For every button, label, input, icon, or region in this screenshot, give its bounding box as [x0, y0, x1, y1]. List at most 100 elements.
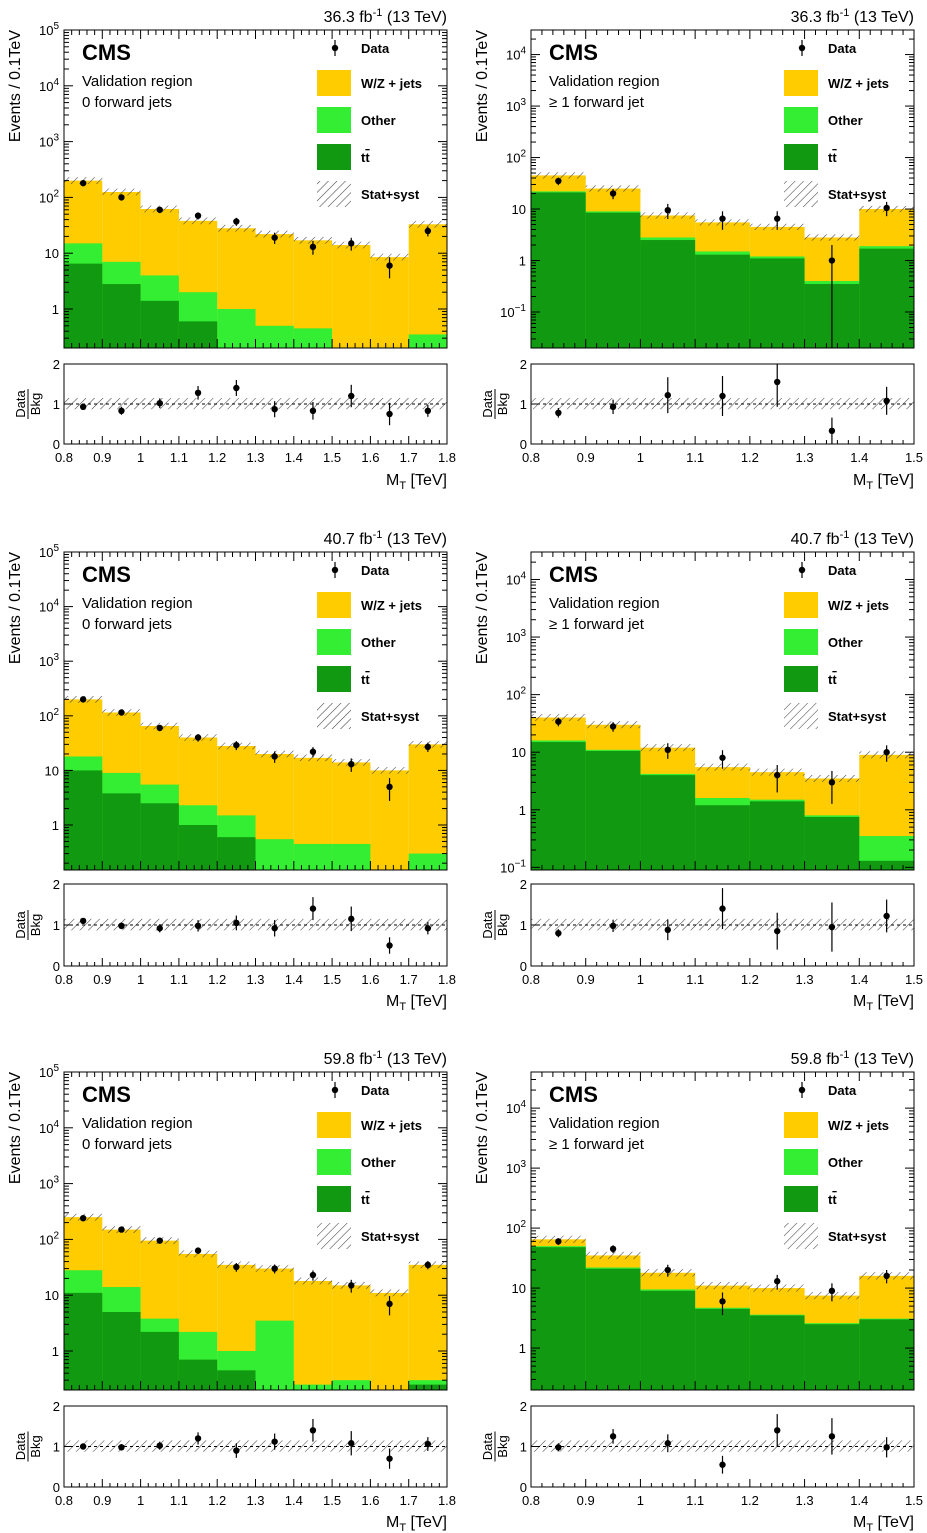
legend-swatch-other: [784, 629, 818, 655]
x-tick-label: 1: [137, 1493, 144, 1508]
data-point: [386, 262, 393, 269]
legend-swatch-wz: [317, 592, 351, 618]
x-tick-label: 1.7: [400, 1493, 418, 1508]
legend-data: Data: [798, 40, 857, 56]
ratio-point: [271, 925, 278, 932]
ttbar-bar: [859, 1319, 914, 1390]
x-tick-label: 0.9: [577, 450, 595, 465]
x-tick-label: 1.3: [796, 450, 814, 465]
ttbar-bar: [859, 860, 914, 870]
stat-syst-band: [370, 253, 409, 261]
y-axis-title: Events / 0.1TeV: [474, 30, 491, 142]
x-tick-label: 0.9: [577, 972, 595, 987]
region-label: Validation region: [549, 1115, 660, 1132]
legend-swatch-wz: [784, 1112, 818, 1138]
ratio-point: [194, 1435, 202, 1442]
legend-label-wz: W/Z + jets: [361, 1118, 422, 1133]
ratio-y-title: Data Bkg: [13, 389, 43, 419]
ratio-point: [233, 384, 240, 392]
data-point: [883, 204, 890, 212]
ratio-y-tick-label: 0: [53, 959, 60, 974]
data-point: [774, 1278, 781, 1285]
stat-syst-band: [695, 1281, 750, 1290]
data-point: [118, 709, 125, 716]
legend-swatch-wz: [317, 1112, 351, 1138]
ttbar-bar: [102, 1311, 141, 1390]
ratio-y-tick-label: 2: [520, 357, 527, 372]
ratio-y-tick-label: 1: [520, 1440, 527, 1455]
legend-data-marker: [331, 44, 339, 52]
ratio-denominator: Bkg: [495, 1435, 510, 1457]
ttbar-bar: [640, 775, 696, 870]
ratio-band: [64, 918, 447, 931]
legend-swatch-stat: [317, 703, 351, 729]
stat-syst-band: [293, 1277, 333, 1285]
data-point: [386, 1300, 393, 1308]
legend-swatch-tt: [317, 666, 351, 692]
ratio-point: [386, 1455, 393, 1462]
legend-data-label: Data: [361, 41, 390, 56]
legend-label-stat: Stat+syst: [361, 187, 420, 202]
ratio-point: [664, 392, 671, 399]
ratio-point: [233, 919, 240, 927]
x-tick-label: 1.3: [246, 1493, 264, 1508]
data-point: [233, 741, 240, 749]
ratio-point: [233, 1447, 240, 1454]
ratio-y-tick-label: 1: [53, 1440, 60, 1455]
legend-data-marker: [798, 1086, 806, 1094]
y-tick-label: 1: [52, 818, 59, 833]
legend-data-marker: [798, 566, 806, 574]
ratio-point: [424, 925, 432, 932]
legend-label-stat: Stat+syst: [361, 709, 420, 724]
data-point: [156, 724, 163, 732]
ratio-point: [828, 1433, 836, 1440]
x-tick-label: 0.8: [55, 972, 73, 987]
legend-label-other: Other: [828, 113, 863, 128]
x-tick-label: 1.5: [323, 972, 341, 987]
legend-label-wz: W/Z + jets: [361, 598, 422, 613]
legend-swatch-tt: [784, 144, 818, 170]
ratio-point: [79, 917, 87, 925]
y-tick-label: 102: [506, 686, 526, 703]
ttbar-bar: [140, 1331, 179, 1390]
ratio-point: [386, 410, 393, 418]
data-point: [774, 215, 781, 222]
data-point: [348, 760, 355, 768]
legend-swatch-other: [317, 107, 351, 133]
ratio-y-tick-label: 0: [520, 959, 527, 974]
ratio-y-tick-label: 1: [520, 918, 527, 933]
ratio-point: [79, 1443, 87, 1450]
legend-swatch-tt: [784, 1186, 818, 1212]
legend-label-wz: W/Z + jets: [361, 76, 422, 91]
stat-syst-band: [293, 754, 333, 762]
ttbar-bar: [178, 825, 218, 870]
data-point: [194, 212, 202, 219]
y-tick-label: 105: [39, 543, 59, 560]
legend-data-marker: [331, 1086, 339, 1094]
category-label: 0 forward jets: [82, 1136, 172, 1153]
region-label: Validation region: [549, 73, 660, 90]
ttbar-bar: [585, 750, 641, 870]
x-tick-label: 0.8: [55, 1493, 73, 1508]
legend-data-label: Data: [828, 1083, 857, 1098]
x-tick-label: 1.3: [796, 1493, 814, 1508]
ratio-y-tick-label: 1: [53, 918, 60, 933]
ttbar-bar: [585, 212, 641, 348]
cms-label: CMS: [82, 562, 131, 587]
stat-syst-band: [531, 172, 586, 179]
ratio-point: [719, 392, 726, 400]
ratio-point: [156, 400, 163, 407]
ratio-point: [309, 407, 317, 414]
ratio-point: [883, 1444, 890, 1451]
x-tick-label: 1.5: [905, 450, 923, 465]
legend-data-label: Data: [828, 41, 857, 56]
ratio-denominator: Bkg: [28, 1435, 43, 1457]
stat-syst-band: [293, 236, 333, 244]
y-axis-title: Events / 0.1TeV: [7, 30, 24, 142]
y-tick-label: 10: [512, 1281, 526, 1296]
ratio-y-tick-label: 0: [53, 1480, 60, 1495]
ratio-point: [271, 1438, 278, 1445]
ttbar-bar: [217, 1370, 256, 1390]
